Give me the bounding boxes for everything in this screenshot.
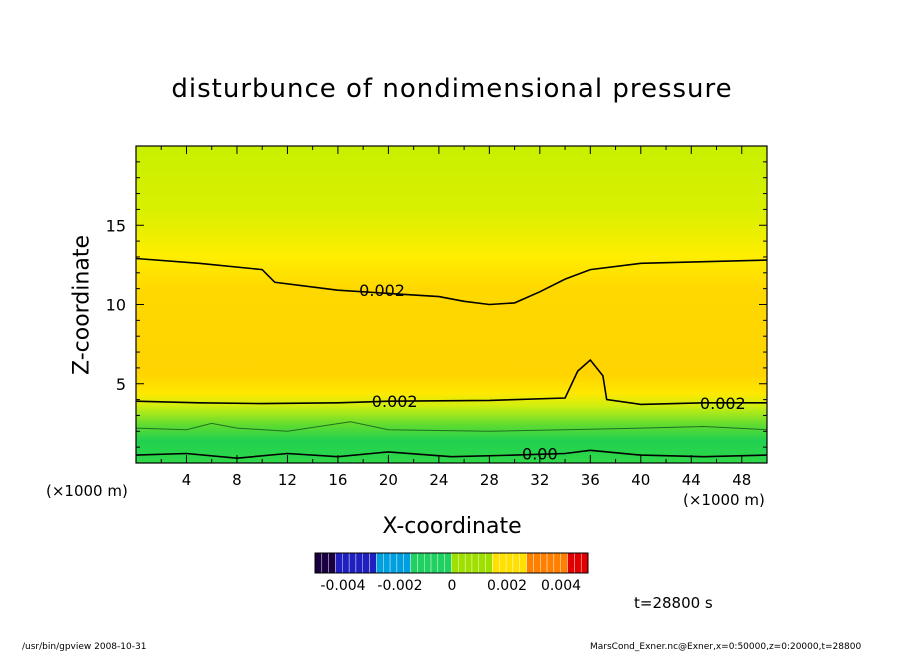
colorbar-cell <box>417 552 425 574</box>
colorbar-cell <box>574 552 582 574</box>
colorbar-cell <box>396 552 404 574</box>
x-tick-label: 40 <box>631 471 650 489</box>
colorbar-cell <box>505 552 514 574</box>
colorbar-cell <box>560 552 568 574</box>
colorbar-cell <box>362 552 370 574</box>
colorbar-tick-label: -0.004 <box>320 578 365 594</box>
colorbar-cell <box>464 552 473 574</box>
colorbar-cell <box>567 552 575 574</box>
colorbar-cell <box>485 552 493 574</box>
x-tick-label: 36 <box>581 471 600 489</box>
colorbar-cell <box>383 552 391 574</box>
x-tick-label: 32 <box>530 471 549 489</box>
field-fill <box>136 146 767 463</box>
x-tick-label: 12 <box>278 471 297 489</box>
contour-label: 0.00 <box>522 444 558 463</box>
colorbar-cell <box>499 552 507 574</box>
x-tick-label: 4 <box>182 471 192 489</box>
colorbar-frame <box>314 552 589 574</box>
colorbar-cell <box>519 552 527 574</box>
colorbar-cell <box>512 552 520 574</box>
colorbar-cell <box>314 552 323 574</box>
x-tick-label: 48 <box>732 471 751 489</box>
colorbar-tick-label: 0.002 <box>487 578 527 594</box>
colorbar-cell <box>389 552 398 574</box>
colorbar-cell <box>355 552 363 574</box>
x-tick-label: 16 <box>328 471 347 489</box>
y-tick-label: 5 <box>116 375 126 394</box>
y-tick-label: 10 <box>106 296 126 315</box>
contour-label: 0.002 <box>372 392 418 411</box>
colorbar-cell <box>410 552 418 574</box>
colorbar-cell <box>376 552 384 574</box>
contour-line <box>135 358 767 406</box>
y-tick-label: 15 <box>106 216 126 235</box>
colorbar-cell <box>444 552 452 574</box>
time-label: t=28800 s <box>634 594 713 612</box>
colorbar-cell <box>458 552 466 574</box>
footer-right: MarsCond_Exner.nc@Exner,x=0:50000,z=0:20… <box>590 642 862 652</box>
x-tick-label: 20 <box>379 471 398 489</box>
colorbar-tick-label: 0 <box>448 578 457 594</box>
colorbar-cell <box>342 552 350 574</box>
colorbar-cell <box>526 552 534 574</box>
x-tick-label: 44 <box>682 471 701 489</box>
colorbar-cell <box>348 552 357 574</box>
x-axis-unit-left: (×1000 m) <box>46 482 128 500</box>
colorbar-cell <box>580 552 589 574</box>
colorbar-cell <box>437 552 445 574</box>
colorbar-cell <box>403 552 411 574</box>
colorbar-tick-label: 0.004 <box>541 578 581 594</box>
x-axis-label: X-coordinate <box>382 514 522 539</box>
colorbar-cell <box>492 552 500 574</box>
contour-label: 0.002 <box>700 394 746 413</box>
colorbar-cell <box>540 552 548 574</box>
colorbar-tick-label: -0.002 <box>377 578 422 594</box>
colorbar-cell <box>553 552 561 574</box>
colorbar-cell <box>533 552 541 574</box>
colorbar-cell <box>471 552 480 574</box>
x-tick-label: 8 <box>232 471 242 489</box>
colorbar-cell <box>546 552 555 574</box>
x-tick-label: 28 <box>480 471 499 489</box>
colorbar-cell <box>478 552 486 574</box>
x-tick-label: 24 <box>429 471 448 489</box>
x-axis-unit-right: (×1000 m) <box>683 491 765 509</box>
colorbar-cell <box>321 552 329 574</box>
contour-line <box>135 257 768 306</box>
contour-label: 0.002 <box>359 281 405 300</box>
chart-title: disturbunce of nondimensional pressure <box>171 74 733 104</box>
footer-left: /usr/bin/gpview 2008-10-31 <box>22 642 147 652</box>
colorbar-cell <box>424 552 432 574</box>
colorbar-cell <box>328 552 336 574</box>
contour-line <box>135 421 768 432</box>
colorbar-cell <box>451 552 459 574</box>
colorbar-cell <box>430 552 439 574</box>
y-axis-label: Z-coordinate <box>69 235 95 375</box>
colorbar-cell <box>335 552 343 574</box>
colorbar-cell <box>369 552 377 574</box>
